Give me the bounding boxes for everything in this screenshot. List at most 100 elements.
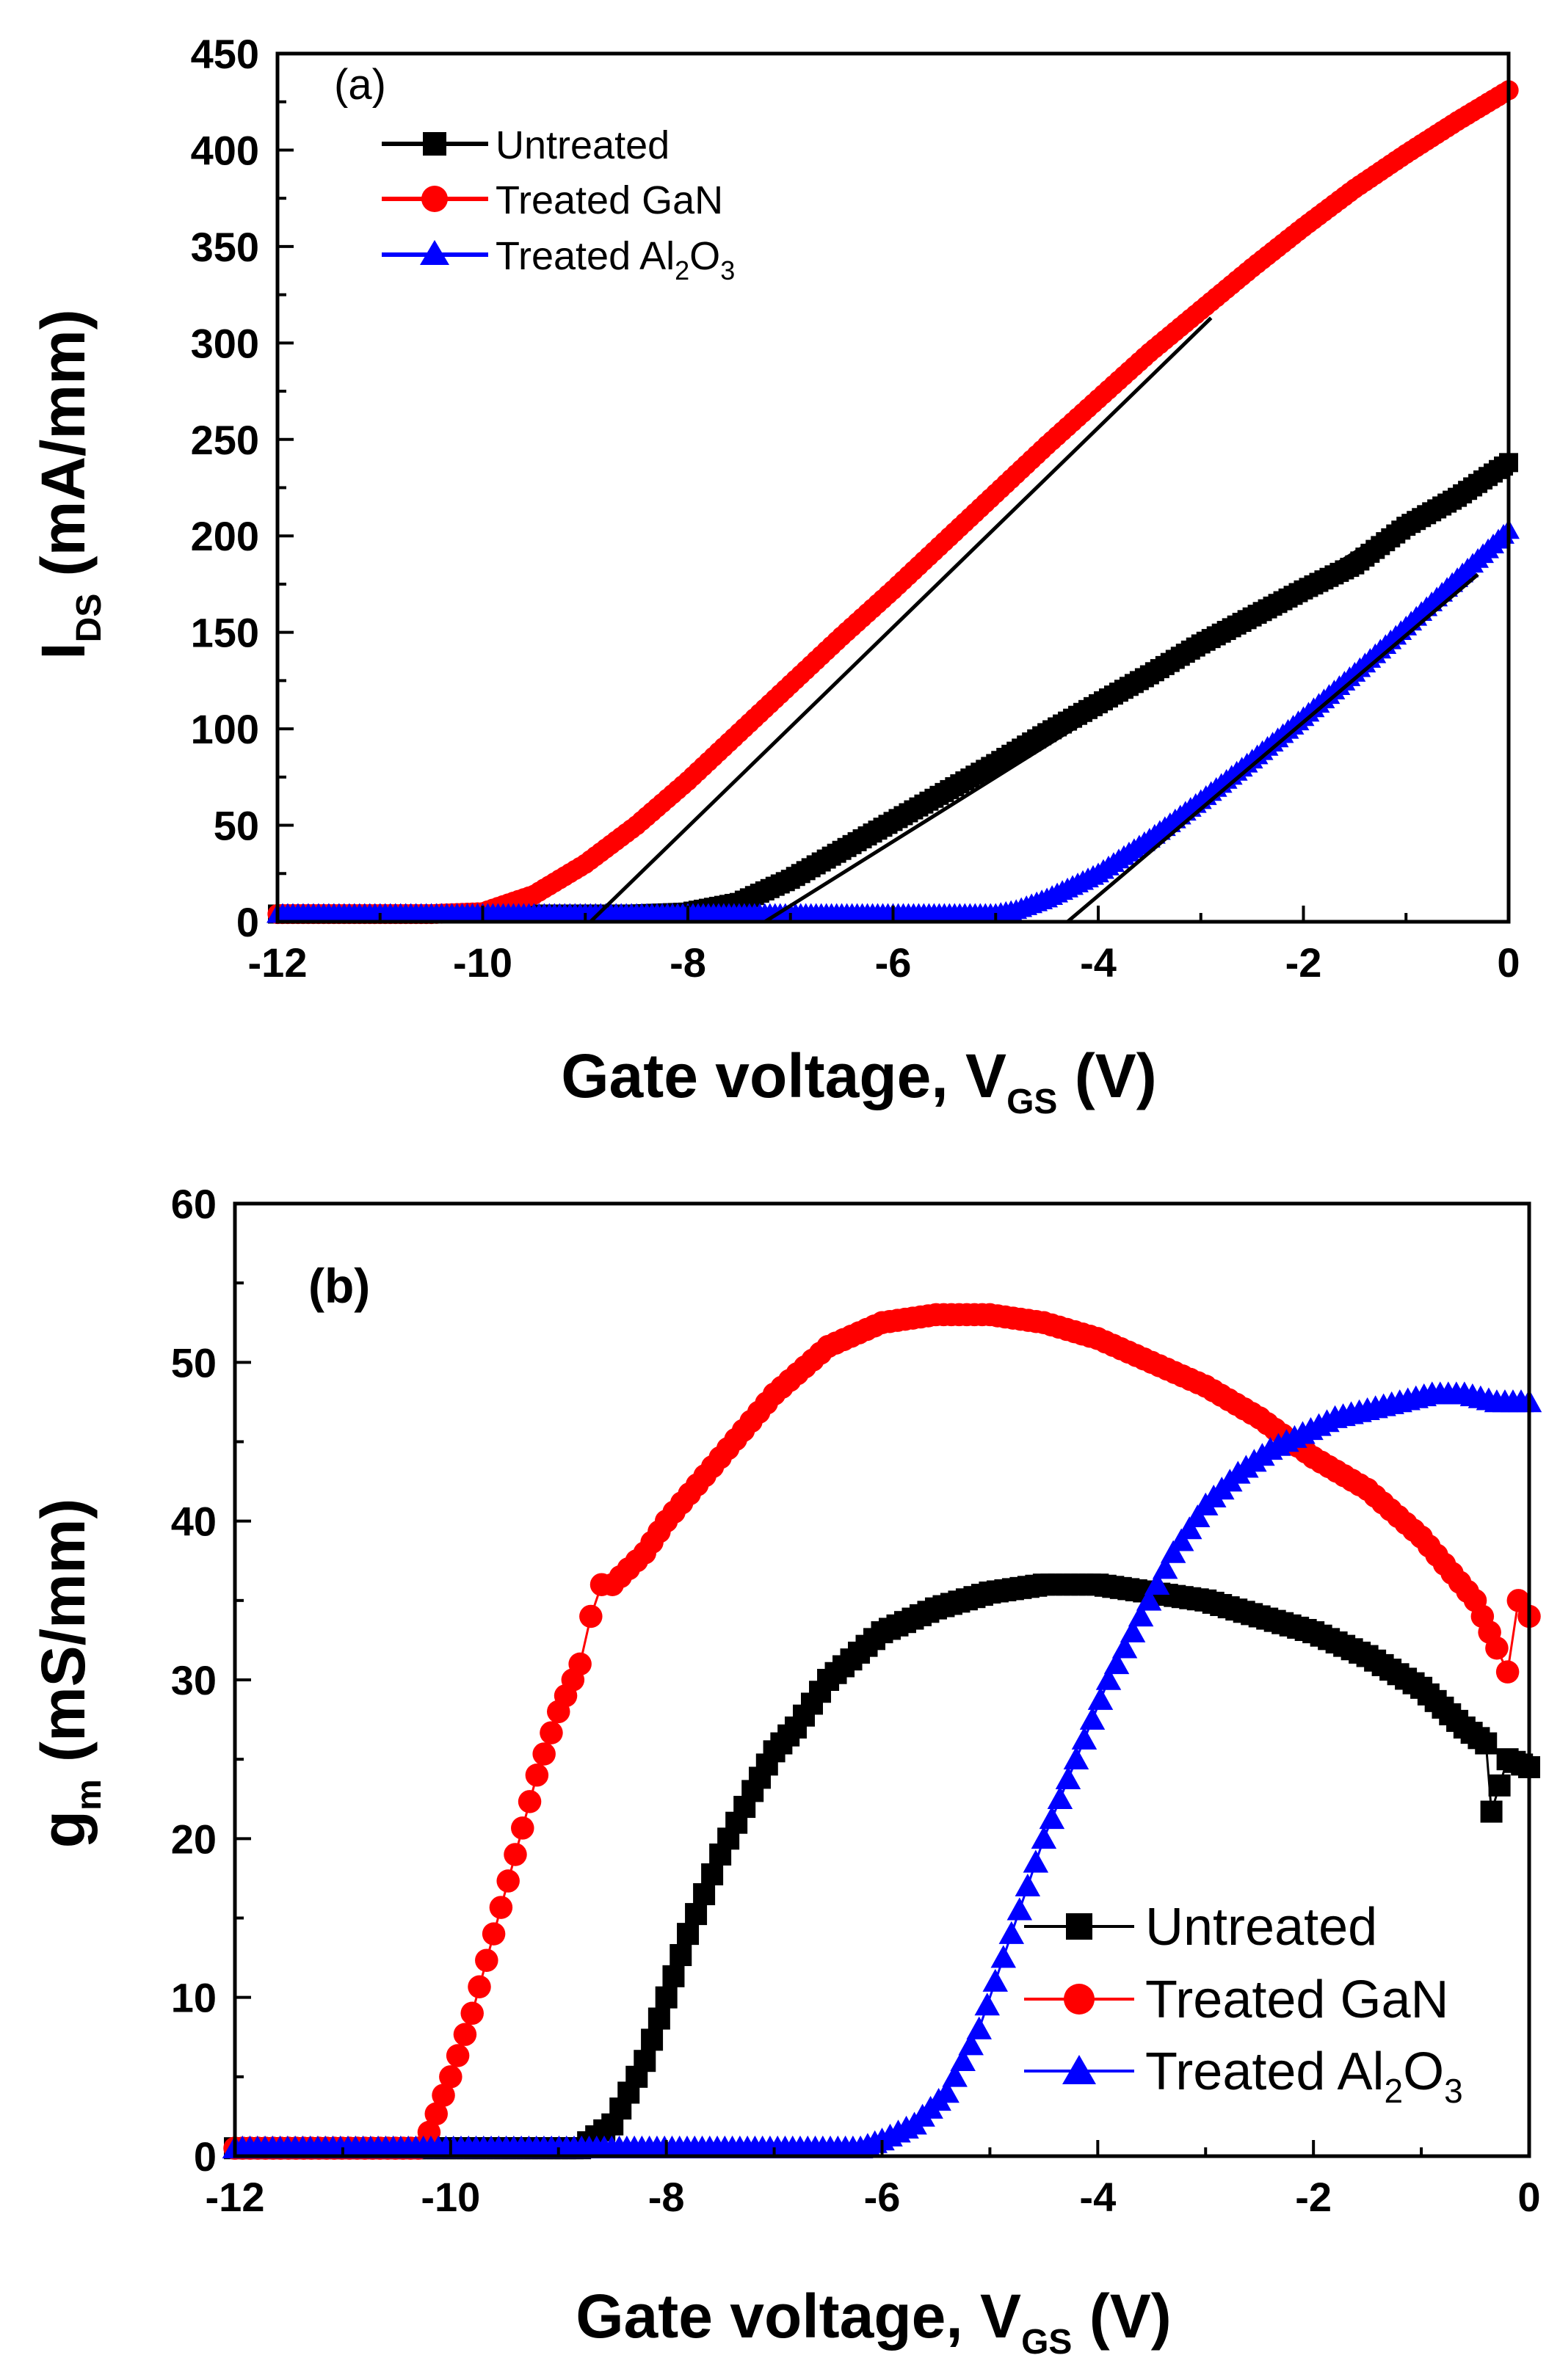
legend-square-marker-icon <box>423 132 446 156</box>
triangle-marker <box>1047 1786 1073 1810</box>
x-tick-label: -6 <box>875 939 912 986</box>
x-tick-label: -12 <box>248 939 308 986</box>
triangle-marker <box>1136 1587 1162 1611</box>
y-tick-label: 250 <box>191 417 259 463</box>
square-marker <box>655 1986 678 2009</box>
y-tick-label: 20 <box>171 1816 217 1862</box>
triangle-marker <box>974 1993 1000 2016</box>
triangle-marker <box>1006 1897 1033 1921</box>
circle-marker <box>482 1922 506 1946</box>
triangle-marker <box>1160 1540 1186 1563</box>
series-treated-al2o3 <box>222 1381 1542 2158</box>
x-tick-label: -4 <box>1079 2174 1116 2220</box>
triangle-marker <box>998 1921 1025 1944</box>
x-tick-label: -2 <box>1285 939 1322 986</box>
triangle-marker <box>1144 1571 1170 1595</box>
triangle-marker <box>966 2016 992 2039</box>
circle-marker <box>496 1869 520 1893</box>
triangle-marker <box>1120 1619 1146 1642</box>
panel-a-legend-untreated: Untreated <box>382 123 670 167</box>
circle-marker <box>439 2065 462 2089</box>
x-tick-label: -10 <box>421 2174 480 2220</box>
triangle-marker <box>1152 1556 1178 1579</box>
square-marker <box>670 1943 692 1966</box>
triangle-marker <box>1095 1667 1122 1690</box>
triangle-marker <box>934 2080 959 2103</box>
triangle-marker <box>1176 1516 1202 1540</box>
panel-b-ticks: -12 -10 -8 -6 -4 -2 0 0 10 20 30 40 50 60 <box>171 1181 1541 2220</box>
x-tick-label: 0 <box>1497 939 1520 986</box>
square-marker <box>685 1903 708 1926</box>
y-tick-label: 0 <box>236 899 259 945</box>
legend-circle-marker-icon <box>421 186 448 212</box>
linear-fit-line <box>1066 572 1479 923</box>
circle-marker <box>460 2001 484 2026</box>
circle-marker <box>504 1843 527 1866</box>
triangle-marker <box>1087 1686 1114 1710</box>
x-tick-label: -12 <box>206 2174 265 2220</box>
square-marker <box>701 1863 724 1886</box>
series-treated-al2o3 <box>266 519 1520 923</box>
y-tick-label: 10 <box>171 1975 217 2021</box>
panel-a-ticks: -12 -10 -8 -6 -4 -2 0 0 50 100 150 200 250 300 350 400 4… <box>191 31 1520 986</box>
triangle-marker <box>1184 1504 1211 1528</box>
y-tick-label: 60 <box>171 1181 217 1227</box>
circle-marker <box>568 1652 592 1676</box>
triangle-marker <box>1071 1726 1098 1750</box>
circle-marker <box>489 1896 513 1919</box>
panel-b-legend: Untreated Treated GaN Treated Al2O3 <box>1024 1898 1463 2110</box>
x-tick-label: 0 <box>1517 2174 1540 2220</box>
y-tick-label: 400 <box>191 127 259 173</box>
legend-triangle-marker-icon <box>1062 2055 1096 2084</box>
legend-triangle-marker-icon <box>420 240 449 265</box>
legend-label-untreated: Untreated <box>496 123 670 167</box>
triangle-marker <box>958 2032 984 2056</box>
triangle-marker <box>1055 1766 1081 1790</box>
x-tick-label: -8 <box>670 939 706 986</box>
panel-b: -12 -10 -8 -6 -4 -2 0 0 10 20 30 40 50 60 (b) Untreat… <box>29 1181 1542 2362</box>
triangle-marker <box>982 1968 1009 1992</box>
x-tick-label: -10 <box>453 939 512 986</box>
circle-marker <box>532 1742 556 1766</box>
x-tick-label: -4 <box>1080 939 1117 986</box>
square-marker <box>677 1923 700 1946</box>
triangle-marker <box>1168 1528 1194 1551</box>
panel-a-legend-treated-gan: Treated GaN <box>382 178 723 222</box>
y-tick-label: 200 <box>191 513 259 559</box>
x-tick-label: -6 <box>864 2174 901 2220</box>
square-marker <box>1488 1774 1511 1797</box>
panel-a-y-axis-title: IDS (mA/mm) <box>29 309 109 659</box>
square-marker <box>693 1883 716 1906</box>
y-tick-label: 150 <box>191 610 259 656</box>
square-marker <box>634 2050 656 2073</box>
linear-fit-line <box>589 316 1213 923</box>
triangle-marker <box>1039 1806 1065 1830</box>
legend-square-marker-icon <box>1066 1913 1092 1940</box>
y-tick-label: 30 <box>171 1657 217 1703</box>
triangle-marker <box>990 1945 1017 1968</box>
circle-marker <box>540 1721 563 1744</box>
circle-marker <box>1495 1660 1520 1684</box>
triangle-marker <box>1023 1849 1049 1873</box>
square-marker <box>647 2007 670 2030</box>
panel-b-legend-treated-gan: Treated GaN <box>1024 1970 1449 2029</box>
square-marker <box>1475 1732 1498 1755</box>
circle-marker <box>579 1604 603 1628</box>
y-tick-label: 50 <box>171 1339 217 1386</box>
legend-label-treated-al2o3: Treated Al2O3 <box>1145 2042 1463 2110</box>
square-marker <box>641 2028 664 2051</box>
square-marker <box>662 1965 685 1987</box>
panel-b-label: (b) <box>308 1259 370 1313</box>
panel-a-legend-treated-al2o3: Treated Al2O3 <box>382 234 735 285</box>
legend-label-treated-al2o3: Treated Al2O3 <box>496 234 735 285</box>
panel-a-legend: Untreated Treated GaN Treated Al2O3 <box>382 123 735 285</box>
circle-marker <box>525 1764 549 1787</box>
circle-marker <box>511 1816 534 1840</box>
triangle-marker <box>1103 1651 1130 1675</box>
panel-a-plot-frame <box>275 51 1511 924</box>
panel-a-label: (a) <box>334 61 386 109</box>
triangle-marker <box>1015 1873 1041 1897</box>
legend-label-untreated: Untreated <box>1145 1898 1377 1957</box>
y-tick-label: 350 <box>191 224 259 270</box>
